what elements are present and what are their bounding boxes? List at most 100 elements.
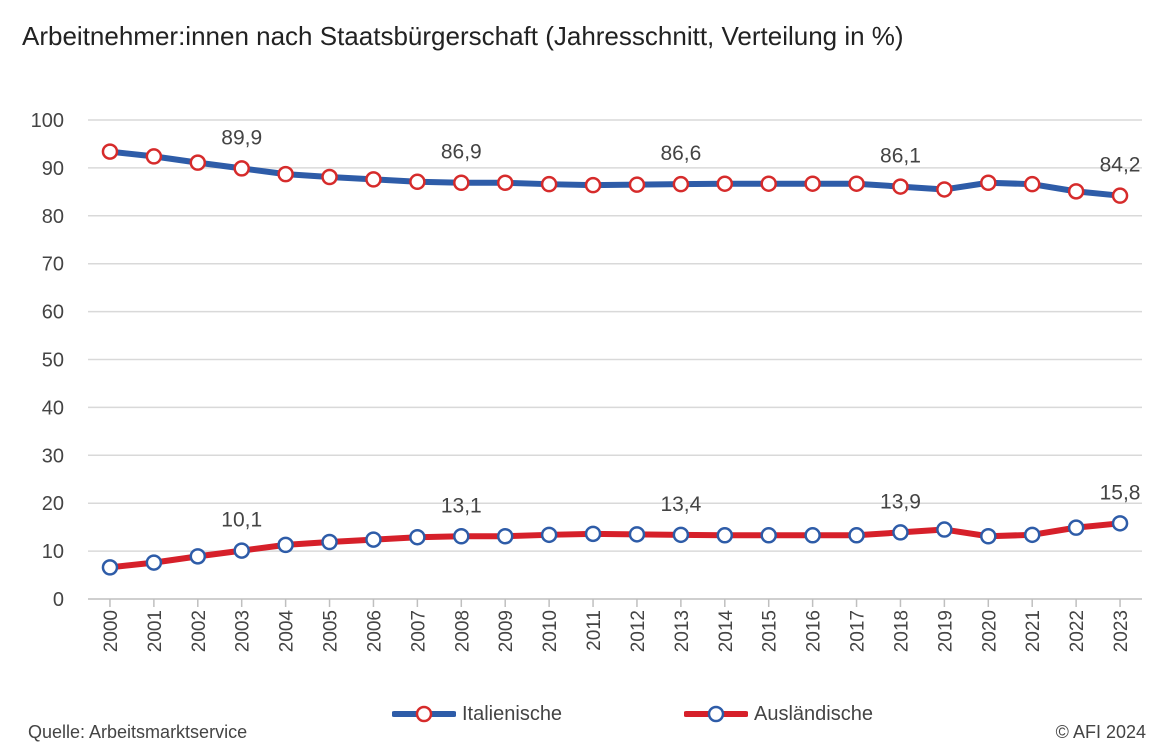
y-tick-label: 100 — [31, 110, 64, 132]
data-point-italienische — [189, 154, 207, 171]
data-point-italienische — [1023, 175, 1041, 193]
legend-item-italienische: Italienische — [392, 702, 562, 726]
data-point-auslaendische — [892, 524, 909, 541]
data-point-italienische — [584, 176, 602, 194]
source-note: Quelle: Arbeitsmarktservice — [28, 722, 248, 742]
data-point-italienische — [760, 175, 777, 192]
legend-label-auslaendische: Ausländische — [754, 702, 873, 725]
data-point-italienische — [321, 168, 338, 186]
x-tick-label: 2008 — [452, 610, 473, 652]
x-tick-label: 2003 — [233, 610, 254, 652]
data-point-auslaendische — [584, 525, 602, 543]
data-point-auslaendische — [1023, 526, 1041, 544]
x-tick-label: 2013 — [672, 610, 693, 652]
data-point-auslaendische — [672, 526, 690, 544]
data-point-italienische — [980, 174, 997, 191]
x-tick-label: 2016 — [804, 610, 825, 652]
x-tick-label: 2000 — [101, 610, 122, 652]
x-tick-label: 2012 — [628, 610, 649, 652]
x-tick-label: 2022 — [1067, 610, 1088, 652]
data-point-auslaendische — [980, 528, 997, 545]
data-point-italienische — [365, 171, 382, 188]
data-point-italienische — [716, 175, 734, 192]
legend-label-italienische: Italienische — [462, 702, 563, 725]
data-point-italienische — [453, 174, 470, 191]
data-point-italienische — [101, 143, 119, 160]
y-tick-label: 30 — [42, 445, 64, 467]
data-label-italienische: 86,9 — [441, 141, 482, 164]
x-tick-label: 2004 — [277, 610, 298, 653]
x-tick-label: 2011 — [584, 610, 605, 651]
data-label-auslaendische: 13,1 — [441, 494, 482, 517]
data-label-auslaendische: 15,8 — [1100, 481, 1141, 504]
data-label-auslaendische: 13,9 — [880, 490, 921, 513]
legend-item-auslaendische: Ausländische — [684, 702, 873, 726]
data-point-auslaendische — [145, 554, 163, 571]
data-point-auslaendische — [101, 559, 119, 576]
data-point-italienische — [540, 175, 558, 193]
data-point-auslaendische — [277, 536, 294, 554]
y-tick-label: 0 — [53, 589, 64, 611]
x-tick-label: 2018 — [891, 610, 912, 652]
y-tick-label: 20 — [42, 493, 64, 515]
y-tick-label: 50 — [42, 350, 64, 372]
data-point-italienische — [496, 174, 514, 191]
legend: Italienische Ausländische — [0, 702, 1162, 732]
legend-swatch-auslaendische — [684, 705, 748, 723]
x-tick-label: 2002 — [189, 610, 210, 652]
data-point-auslaendische — [321, 533, 338, 551]
data-point-italienische — [1067, 183, 1085, 200]
y-tick-label: 90 — [42, 158, 64, 180]
data-point-auslaendische — [233, 542, 250, 559]
data-point-italienische — [1111, 187, 1129, 204]
x-tick-label: 2023 — [1111, 610, 1132, 652]
x-tick-label: 2010 — [540, 610, 561, 652]
data-label-italienische: 86,6 — [660, 142, 701, 165]
x-tick-label: 2019 — [935, 610, 956, 652]
y-tick-label: 10 — [42, 541, 64, 563]
x-tick-label: 2020 — [979, 610, 1000, 652]
data-point-italienische — [409, 173, 426, 191]
data-point-auslaendische — [365, 531, 382, 548]
x-tick-label: 2001 — [145, 610, 166, 652]
series-line-italienische — [106, 148, 1124, 199]
data-point-italienische — [628, 176, 646, 193]
data-point-italienische — [277, 165, 294, 183]
data-point-auslaendische — [1067, 519, 1085, 536]
data-point-italienische — [233, 160, 250, 177]
data-point-italienische — [804, 175, 821, 192]
x-tick-label: 2005 — [321, 610, 342, 652]
data-point-auslaendische — [628, 526, 646, 543]
data-point-italienische — [145, 148, 163, 165]
data-point-auslaendische — [453, 528, 470, 545]
data-point-italienische — [672, 175, 690, 193]
data-point-auslaendische — [936, 521, 953, 538]
legend-swatch-italienische — [392, 705, 456, 723]
data-point-auslaendische — [1111, 515, 1129, 532]
data-point-auslaendische — [716, 527, 734, 544]
data-point-auslaendische — [760, 527, 777, 544]
data-point-italienische — [892, 178, 909, 195]
data-point-auslaendische — [848, 527, 865, 544]
x-tick-label: 2021 — [1023, 610, 1044, 652]
data-point-auslaendische — [409, 528, 426, 546]
x-tick-label: 2007 — [408, 610, 429, 652]
x-tick-label: 2017 — [848, 610, 869, 652]
data-point-auslaendische — [804, 527, 821, 544]
y-tick-label: 40 — [42, 397, 64, 419]
data-point-italienische — [848, 175, 865, 192]
data-label-italienische: 84,2 — [1100, 154, 1141, 177]
x-tick-label: 2009 — [496, 610, 517, 652]
data-label-italienische: 86,1 — [880, 145, 921, 168]
x-tick-label: 2014 — [716, 610, 737, 653]
copyright-note: © AFI 2024 — [1055, 722, 1146, 742]
data-label-auslaendische: 13,4 — [660, 493, 701, 516]
data-point-auslaendische — [496, 528, 514, 545]
y-tick-label: 80 — [42, 206, 64, 228]
chart-title: Arbeitnehmer:innen nach Staatsbürgerscha… — [22, 21, 904, 51]
y-tick-label: 60 — [42, 302, 64, 324]
data-label-auslaendische: 10,1 — [221, 509, 262, 532]
y-tick-label: 70 — [42, 254, 64, 276]
data-point-auslaendische — [189, 548, 207, 565]
